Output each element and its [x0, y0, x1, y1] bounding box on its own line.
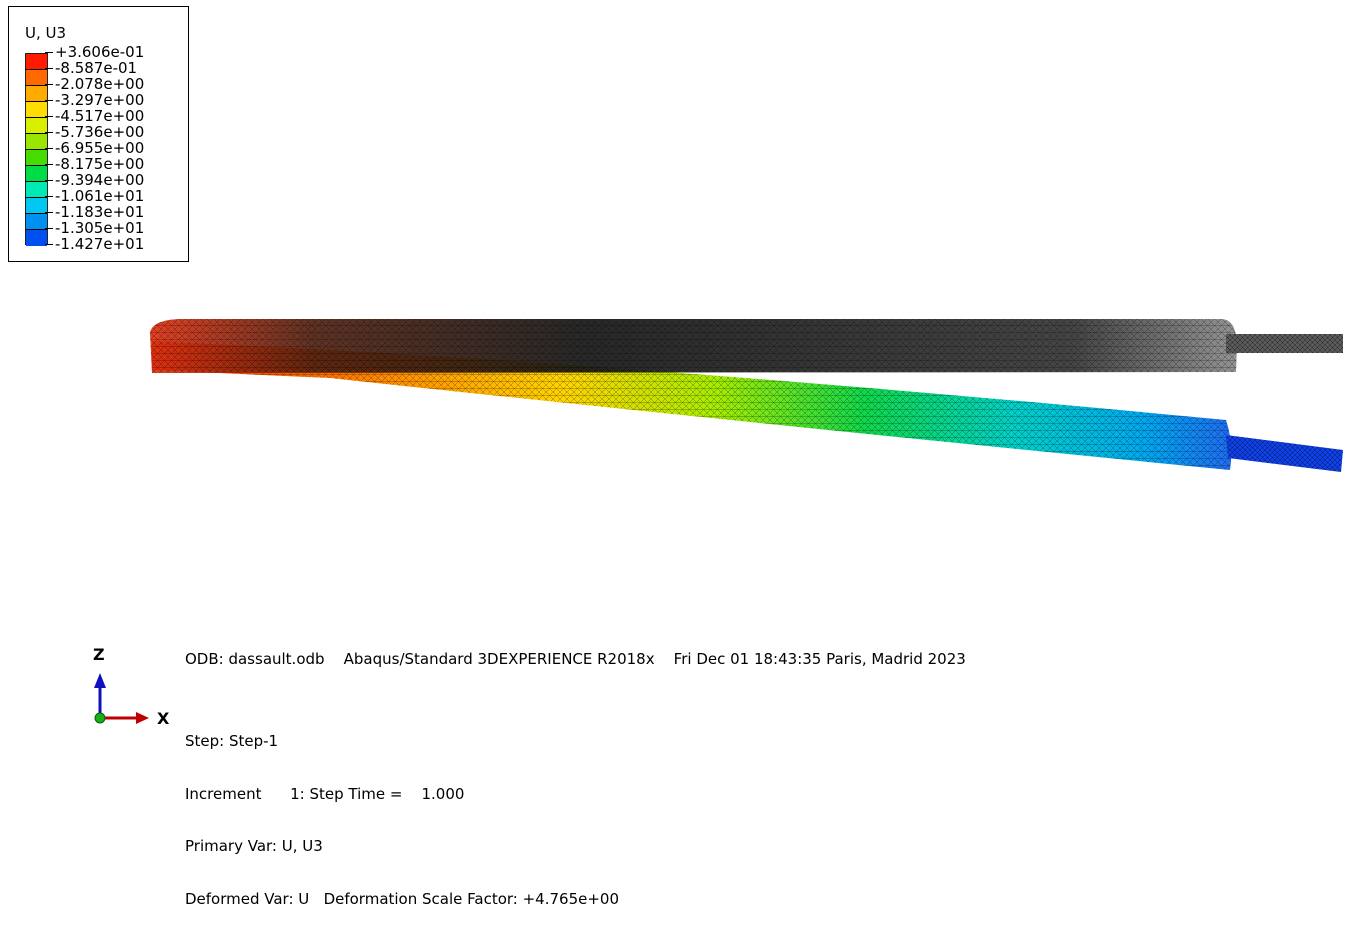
- step-line: Step: Step-1: [185, 732, 279, 750]
- legend-labels: +3.606e-01 -8.587e-01 -2.078e+00 -3.297e…: [55, 44, 144, 252]
- legend-value: +3.606e-01: [55, 43, 145, 61]
- legend-swatch: [26, 54, 47, 70]
- legend-swatch: [26, 198, 47, 214]
- primary-var-line: Primary Var: U, U3: [185, 837, 323, 855]
- contour-legend: U, U3 +3.606e-01 -8.587e-01 -2.078e+00 -…: [8, 6, 189, 262]
- legend-value: -1.061e+01: [55, 187, 145, 205]
- legend-swatch: [26, 166, 47, 182]
- legend-value: -9.394e+00: [55, 171, 145, 189]
- legend-value: -1.183e+01: [55, 203, 145, 221]
- step-info-block: Step: Step-1 Increment 1: Step Time = 1.…: [185, 698, 619, 943]
- triad-z-label: Z: [93, 645, 105, 664]
- legend-swatch: [26, 150, 47, 166]
- model-mesh: [94, 319, 1343, 724]
- legend-value: -4.517e+00: [55, 107, 145, 125]
- legend-swatch: [26, 102, 47, 118]
- legend-swatch: [26, 70, 47, 86]
- axis-triad: [94, 673, 149, 724]
- undeformed-shape: [150, 319, 1343, 373]
- legend-value: -1.305e+01: [55, 219, 145, 237]
- deformed-shape: [152, 341, 1343, 472]
- legend-value: -5.736e+00: [55, 123, 145, 141]
- legend-value: -8.587e-01: [55, 60, 144, 76]
- legend-swatch: [26, 182, 47, 198]
- legend-value: -6.955e+00: [55, 139, 145, 157]
- legend-title: U, U3: [25, 24, 67, 42]
- model-viewport[interactable]: U, U3 +3.606e-01 -8.587e-01 -2.078e+00 -…: [0, 0, 1366, 907]
- legend-swatch: [26, 86, 47, 102]
- odb-info-line: ODB: dassault.odb Abaqus/Standard 3DEXPE…: [185, 650, 966, 668]
- legend-value: -1.427e+01: [55, 235, 145, 253]
- legend-swatch: [26, 214, 47, 230]
- legend-swatch: [26, 118, 47, 134]
- legend-value: -3.297e+00: [55, 91, 145, 109]
- legend-swatch: [26, 134, 47, 150]
- legend-color-bar: [25, 53, 48, 246]
- increment-line: Increment 1: Step Time = 1.000: [185, 784, 465, 803]
- legend-value: -8.175e+00: [55, 155, 145, 173]
- legend-swatch: [26, 230, 47, 246]
- triad-x-label: X: [157, 709, 170, 728]
- legend-value: -2.078e+00: [55, 75, 145, 93]
- deformed-var-line: Deformed Var: U Deformation Scale Factor…: [185, 889, 620, 908]
